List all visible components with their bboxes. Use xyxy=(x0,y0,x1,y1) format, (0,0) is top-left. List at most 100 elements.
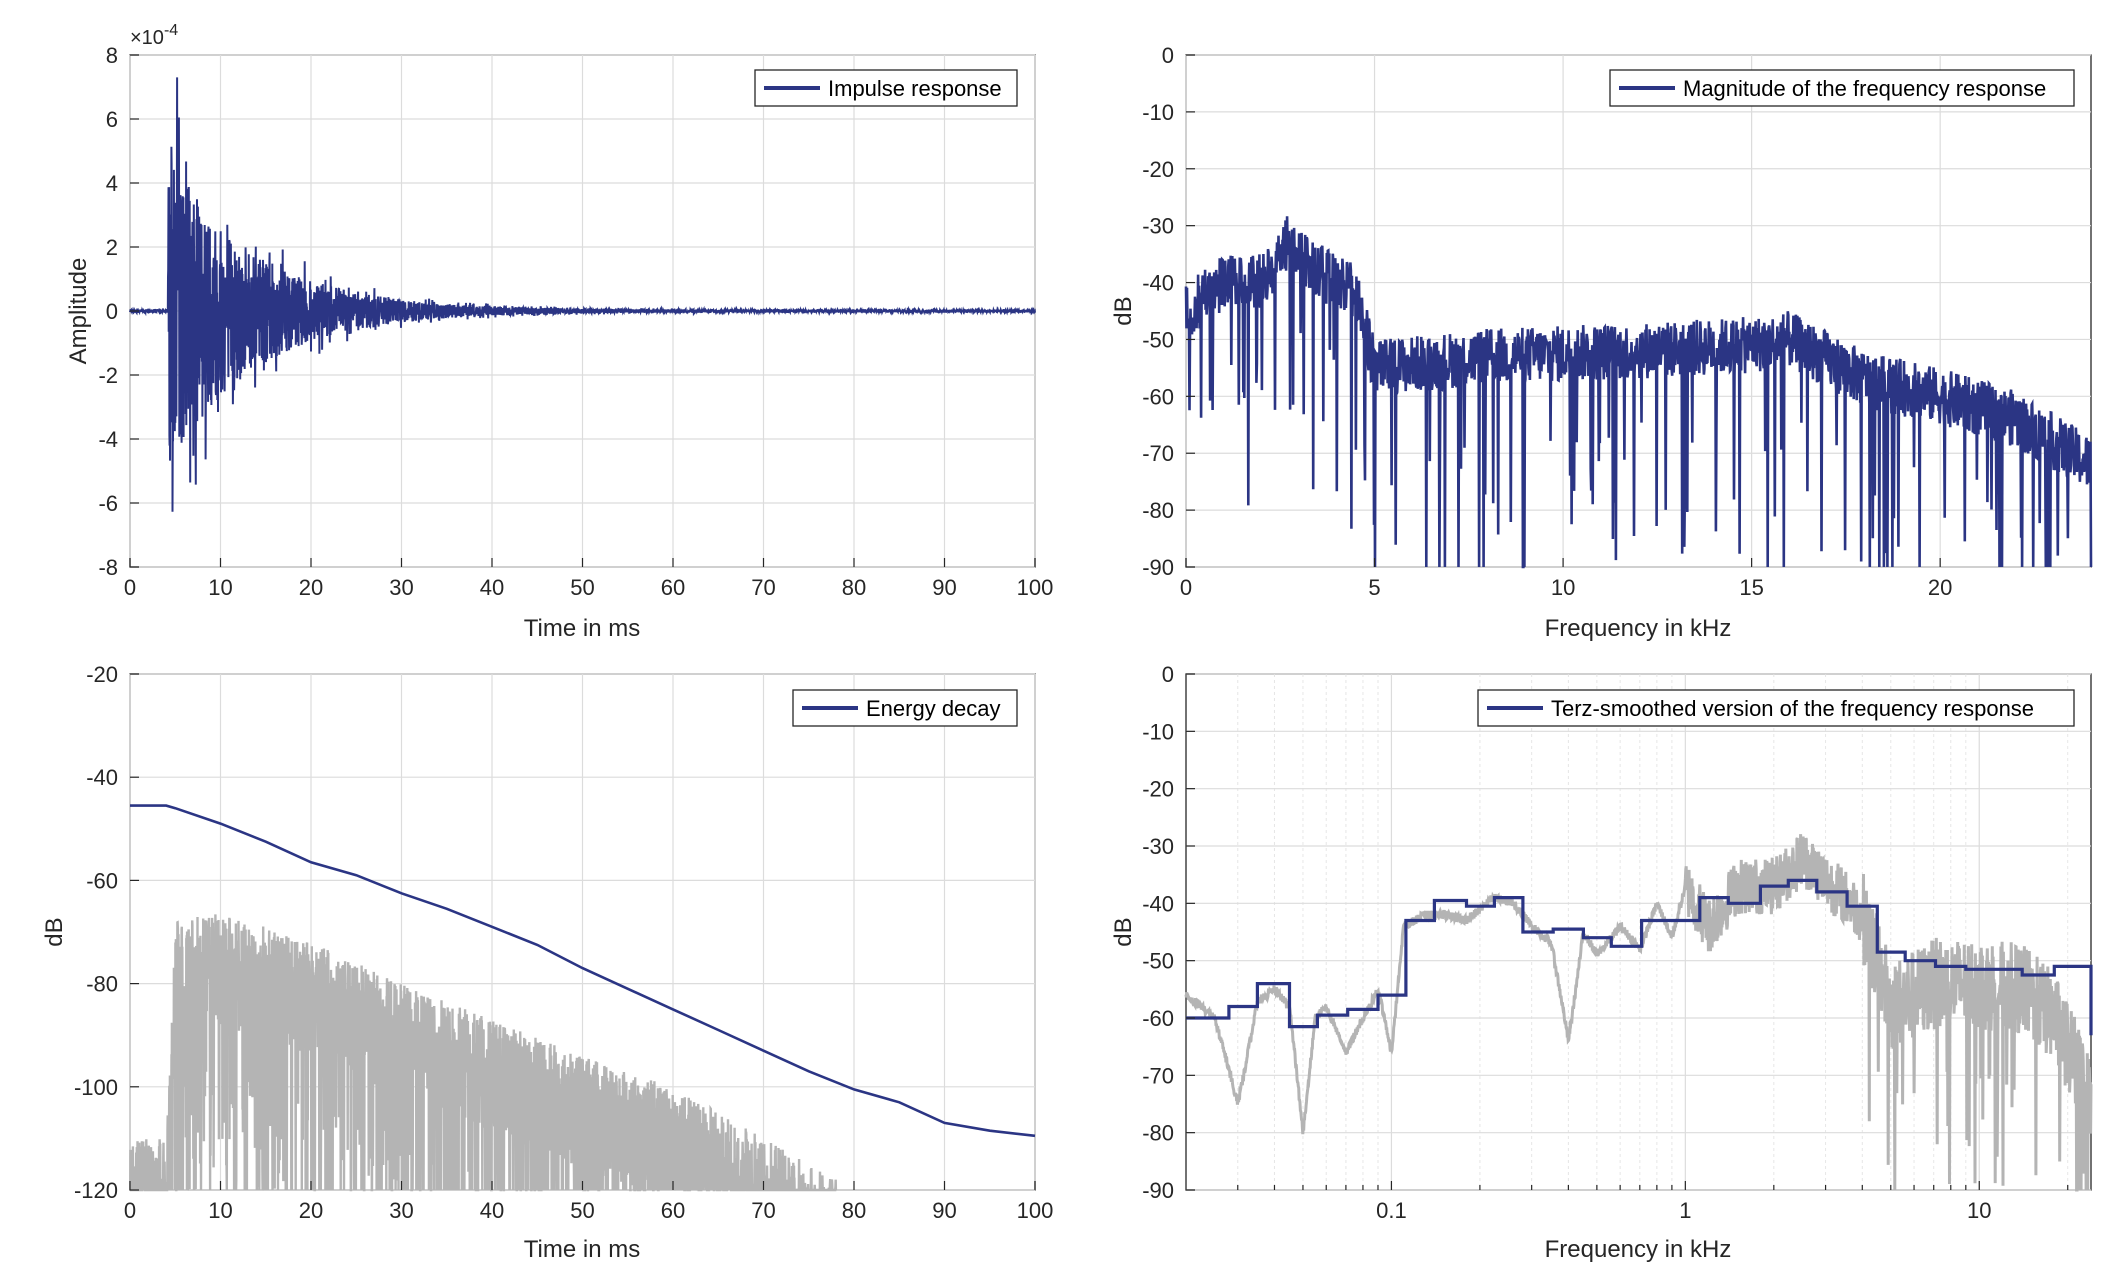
impulse-ylabel: Amplitude xyxy=(65,258,92,365)
y-tick-label: -40 xyxy=(1142,271,1174,296)
y-tick-label: -40 xyxy=(1142,891,1174,916)
y-tick-label: -100 xyxy=(74,1075,118,1100)
x-tick-label: 15 xyxy=(1739,575,1763,600)
terz-legend: Terz-smoothed version of the frequency r… xyxy=(1477,689,2075,727)
x-tick-label: 30 xyxy=(389,575,413,600)
y-tick-label: -90 xyxy=(1142,1178,1174,1203)
x-tick-label: 1 xyxy=(1679,1198,1691,1223)
impulse-y-multiplier: ×10-4 xyxy=(130,22,178,49)
legend-label-impulse: Impulse response xyxy=(828,76,1002,101)
y-tick-label: 0 xyxy=(1162,43,1174,68)
x-tick-label: 50 xyxy=(570,575,594,600)
y-tick-label: -40 xyxy=(86,765,118,790)
energy-data xyxy=(129,804,1036,1192)
magnitude-legend: Magnitude of the frequency response xyxy=(1609,69,2075,107)
y-tick-label: -120 xyxy=(74,1178,118,1203)
terz-ticks: 0.1 1 10 0 -10 -20 -30 -40 -50 -60 -70 -80 -90 xyxy=(1142,662,2069,1223)
y-tick-label: -10 xyxy=(1142,100,1174,125)
magnitude-ticks: 0 5 10 15 20 0 -10 -20 -30 -40 -50 -60 -70 -80 -90 xyxy=(1142,43,1952,600)
x-tick-label: 100 xyxy=(1017,575,1054,600)
magnitude-xlabel: Frequency in kHz xyxy=(1545,615,1732,642)
magnitude-data xyxy=(1184,216,2093,569)
x-tick-label: 60 xyxy=(661,575,685,600)
legend-label-energy: Energy decay xyxy=(866,696,1001,721)
y-tick-label: 8 xyxy=(106,43,118,68)
energy-ylabel: dB xyxy=(41,917,68,946)
y-tick-label: -50 xyxy=(1142,949,1174,974)
y-tick-label: -70 xyxy=(1142,1063,1174,1088)
energy-xlabel: Time in ms xyxy=(524,1236,640,1263)
x-tick-label: 0 xyxy=(124,1198,136,1223)
y-tick-label: 6 xyxy=(106,107,118,132)
terz-smoothed-chart: 0.1 1 10 0 -10 -20 -30 -40 -50 -60 -70 -80 -90 Frequ… xyxy=(1110,662,2093,1263)
terz-ylabel: dB xyxy=(1110,917,1137,946)
terz-grid xyxy=(1186,673,2091,1191)
x-tick-label: 10 xyxy=(208,575,232,600)
impulse-data xyxy=(129,77,1036,512)
x-tick-label: 80 xyxy=(842,1198,866,1223)
magnitude-line xyxy=(1184,216,2093,569)
x-tick-label: 50 xyxy=(570,1198,594,1223)
terz-gray-line xyxy=(1184,834,2093,1192)
x-tick-label: 40 xyxy=(480,575,504,600)
energy-decay-chart: 0 10 20 30 40 50 60 70 80 90 100 -20 -40 -60 -80 -100 -1… xyxy=(41,662,1053,1263)
x-tick-label: 70 xyxy=(751,1198,775,1223)
x-tick-label: 40 xyxy=(480,1198,504,1223)
x-tick-label: 90 xyxy=(932,575,956,600)
terz-plot-area xyxy=(1185,673,2092,1191)
energy-decay-line xyxy=(130,804,1036,1138)
y-tick-label: -80 xyxy=(1142,498,1174,523)
x-tick-label: 0.1 xyxy=(1376,1198,1407,1223)
energy-gray-line xyxy=(129,914,838,1192)
y-tick-label: -60 xyxy=(86,868,118,893)
energy-ticks: 0 10 20 30 40 50 60 70 80 90 100 -20 -40 -60 -80 -100 -1… xyxy=(74,662,1053,1223)
y-tick-label: -30 xyxy=(1142,834,1174,859)
x-tick-label: 20 xyxy=(299,575,323,600)
x-tick-label: 10 xyxy=(208,1198,232,1223)
x-tick-label: 10 xyxy=(1551,575,1575,600)
y-tick-label: -60 xyxy=(1142,384,1174,409)
x-tick-label: 90 xyxy=(932,1198,956,1223)
y-tick-label: -6 xyxy=(98,491,118,516)
impulse-ticks: 0 10 20 30 40 50 60 70 80 90 100 -8 -6 -4 -2 0 2 4 6 8 xyxy=(98,43,1053,600)
y-tick-label: -10 xyxy=(1142,719,1174,744)
y-tick-label: -2 xyxy=(98,363,118,388)
y-tick-label: -8 xyxy=(98,555,118,580)
legend-label-magnitude: Magnitude of the frequency response xyxy=(1683,76,2046,101)
x-tick-label: 20 xyxy=(1928,575,1952,600)
y-tick-label: -70 xyxy=(1142,441,1174,466)
y-tick-label: 2 xyxy=(106,235,118,260)
magnitude-ylabel: dB xyxy=(1110,296,1137,325)
energy-legend: Energy decay xyxy=(792,689,1018,727)
y-tick-label: -30 xyxy=(1142,214,1174,239)
y-tick-label: 0 xyxy=(106,299,118,324)
terz-xlabel: Frequency in kHz xyxy=(1545,1236,1732,1263)
impulse-xlabel: Time in ms xyxy=(524,615,640,642)
legend-label-terz: Terz-smoothed version of the frequency r… xyxy=(1551,696,2034,721)
x-tick-label: 10 xyxy=(1967,1198,1991,1223)
x-tick-label: 20 xyxy=(299,1198,323,1223)
multiplier-exponent: -4 xyxy=(164,22,178,39)
y-tick-label: 0 xyxy=(1162,662,1174,687)
y-tick-label: -80 xyxy=(1142,1121,1174,1146)
x-tick-label: 5 xyxy=(1368,575,1380,600)
x-tick-label: 60 xyxy=(661,1198,685,1223)
magnitude-chart: 0 5 10 15 20 0 -10 -20 -30 -40 -50 -60 -70 -80 -90 Fre… xyxy=(1110,43,2093,642)
x-tick-label: 30 xyxy=(389,1198,413,1223)
y-tick-label: -4 xyxy=(98,427,118,452)
x-tick-label: 0 xyxy=(1180,575,1192,600)
y-tick-label: -60 xyxy=(1142,1006,1174,1031)
y-tick-label: -20 xyxy=(1142,777,1174,802)
y-tick-label: -50 xyxy=(1142,327,1174,352)
terz-smoothed-line xyxy=(1186,878,2093,1036)
y-tick-label: -20 xyxy=(86,662,118,687)
terz-data xyxy=(1184,834,2093,1192)
y-tick-label: 4 xyxy=(106,171,118,196)
impulse-response-chart: 0 10 20 30 40 50 60 70 80 90 100 -8 -6 -4 -2 0 2 4 6 8 Time… xyxy=(65,22,1053,642)
multiplier-base: ×10 xyxy=(130,27,164,49)
x-tick-label: 100 xyxy=(1017,1198,1054,1223)
impulse-legend: Impulse response xyxy=(754,69,1018,107)
y-tick-label: -20 xyxy=(1142,157,1174,182)
x-tick-label: 0 xyxy=(124,575,136,600)
